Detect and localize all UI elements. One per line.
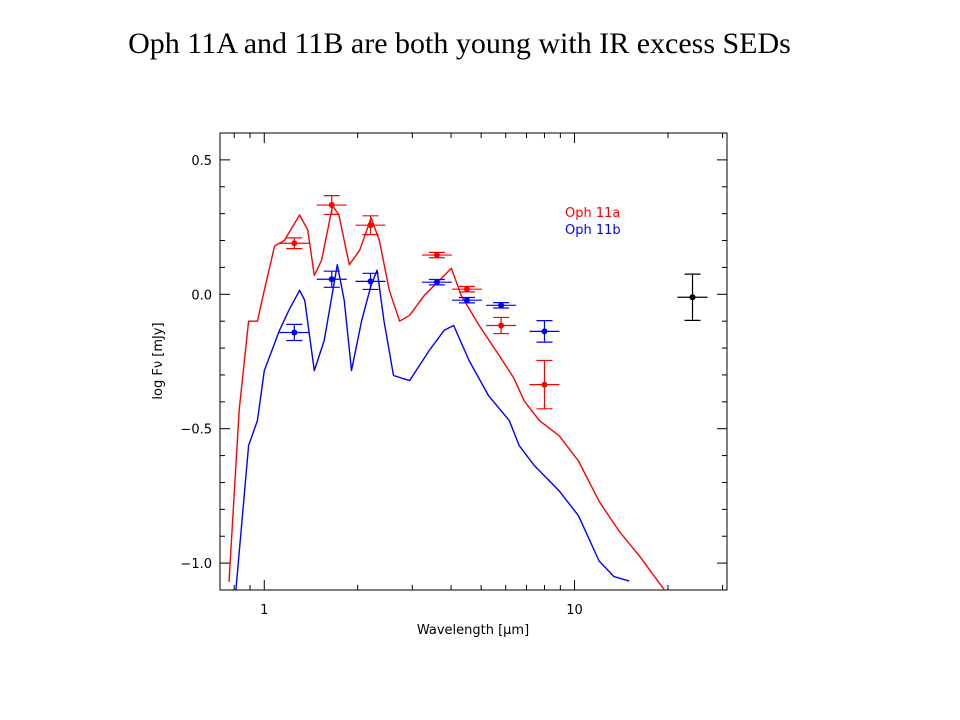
y-tick-label: −0.5	[180, 423, 212, 438]
legend-label: Oph 11a	[565, 206, 620, 221]
y-tick-label: 0.5	[191, 154, 212, 169]
data-point	[463, 286, 470, 293]
data-point	[689, 294, 696, 301]
plot-area	[228, 195, 708, 590]
data-point	[328, 202, 335, 209]
y-tick-label: −1.0	[180, 557, 212, 572]
data-point	[291, 240, 298, 247]
x-tick-label: 1	[260, 603, 268, 618]
data-point	[498, 322, 505, 329]
y-axis-label: log Fν [mJy]	[151, 322, 166, 399]
data-point	[541, 328, 548, 335]
data-point	[463, 297, 470, 304]
y-tick-label: 0.0	[191, 288, 212, 303]
data-point	[367, 222, 374, 229]
data-point	[328, 276, 335, 283]
x-axis-label: Wavelength [μm]	[417, 623, 529, 638]
spectrum-line	[228, 204, 666, 590]
legend-label: Oph 11b	[565, 223, 621, 238]
spectrum-line	[235, 264, 630, 590]
data-point	[291, 329, 298, 336]
plot-frame	[219, 132, 728, 591]
data-point	[433, 279, 440, 286]
slide-title: Oph 11A and 11B are both young with IR e…	[128, 27, 791, 60]
x-tick-label: 10	[566, 603, 583, 618]
data-point	[541, 381, 548, 388]
data-point	[498, 302, 505, 309]
data-point	[433, 252, 440, 259]
data-point	[367, 278, 374, 285]
